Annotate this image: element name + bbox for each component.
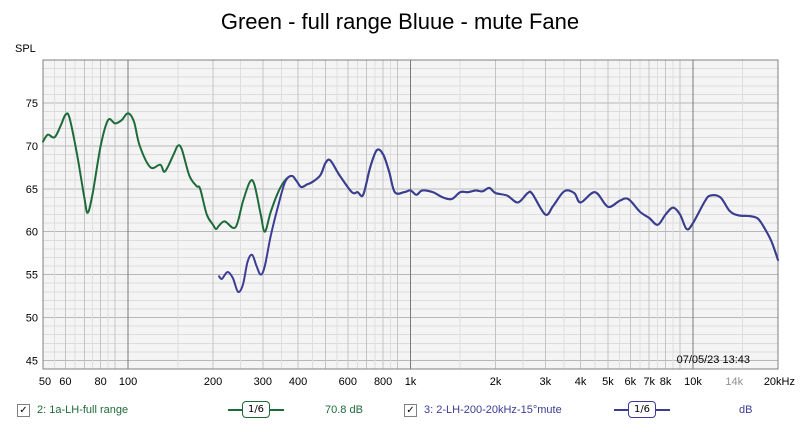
y-tick-labels: 45 50 55 60 65 70 75 (26, 98, 38, 367)
x-tick-label: 2k (490, 376, 502, 388)
series-lines (42, 112, 779, 293)
x-tick-label: 8k (660, 376, 672, 388)
series-2-smoothing[interactable]: 1/6 (628, 401, 656, 418)
y-tick-label: 70 (26, 141, 38, 153)
x-tick-label: 7k (643, 376, 655, 388)
chart-title: Green - full range Bluue - mute Fane (220, 9, 580, 34)
series-2-label[interactable]: 3: 2-LH-200-20kHz-15°mute (424, 404, 562, 416)
series-2-smoothing-control[interactable]: 1/6 (614, 401, 670, 419)
x-tick-label: 3k (539, 376, 551, 388)
x-tick-label: 1k (405, 376, 417, 388)
x-tick-label: 200 (204, 376, 222, 388)
chart-grid (42, 59, 779, 370)
y-tick-label: 60 (26, 227, 38, 239)
x-tick-label: 800 (374, 376, 392, 388)
y-tick-label: 55 (26, 270, 38, 282)
x-tick-label: 300 (254, 376, 272, 388)
y-tick-label: 45 (26, 355, 38, 367)
y-axis-label: SPL (15, 43, 36, 55)
x-tick-label: 600 (339, 376, 357, 388)
series-1-smoothing[interactable]: 1/6 (242, 401, 270, 418)
legend-bar: ✓ 2: 1a-LH-full range 1/6 70.8 dB ✓ 3: 2… (0, 396, 800, 426)
series-1-smoothing-control[interactable]: 1/6 (228, 401, 284, 419)
y-tick-label: 75 (26, 98, 38, 110)
x-tick-label: 60 (59, 376, 71, 388)
x-tick-label: 50 (39, 376, 51, 388)
x-tick-label: 6k (624, 376, 636, 388)
timestamp-label: 07/05/23 13:43 (677, 354, 750, 366)
series-2-checkbox[interactable]: ✓ (404, 404, 417, 417)
series-2-value: dB (739, 404, 753, 416)
x-tick-label: 20kHz (764, 376, 795, 388)
series-1-label[interactable]: 2: 1a-LH-full range (37, 404, 129, 416)
plot-frame (42, 59, 779, 370)
x-tick-label: 4k (575, 376, 587, 388)
y-tick-label: 65 (26, 184, 38, 196)
x-tick-label: 5k (602, 376, 614, 388)
y-tick-label: 50 (26, 313, 38, 325)
x-tick-label: 400 (289, 376, 307, 388)
x-tick-label: 100 (119, 376, 137, 388)
series-1-value: 70.8 dB (325, 404, 363, 416)
x-tick-label: 10k (684, 376, 702, 388)
series-1-checkbox[interactable]: ✓ (17, 404, 30, 417)
x-tick-label: 80 (95, 376, 107, 388)
x-tick-label: 14k (725, 376, 743, 388)
series-2-line (218, 148, 779, 293)
x-tick-labels: 50 60 80 100 200 300 400 600 800 1k 2k 3k 4k 5k 6k 7k 8k… (39, 376, 795, 388)
